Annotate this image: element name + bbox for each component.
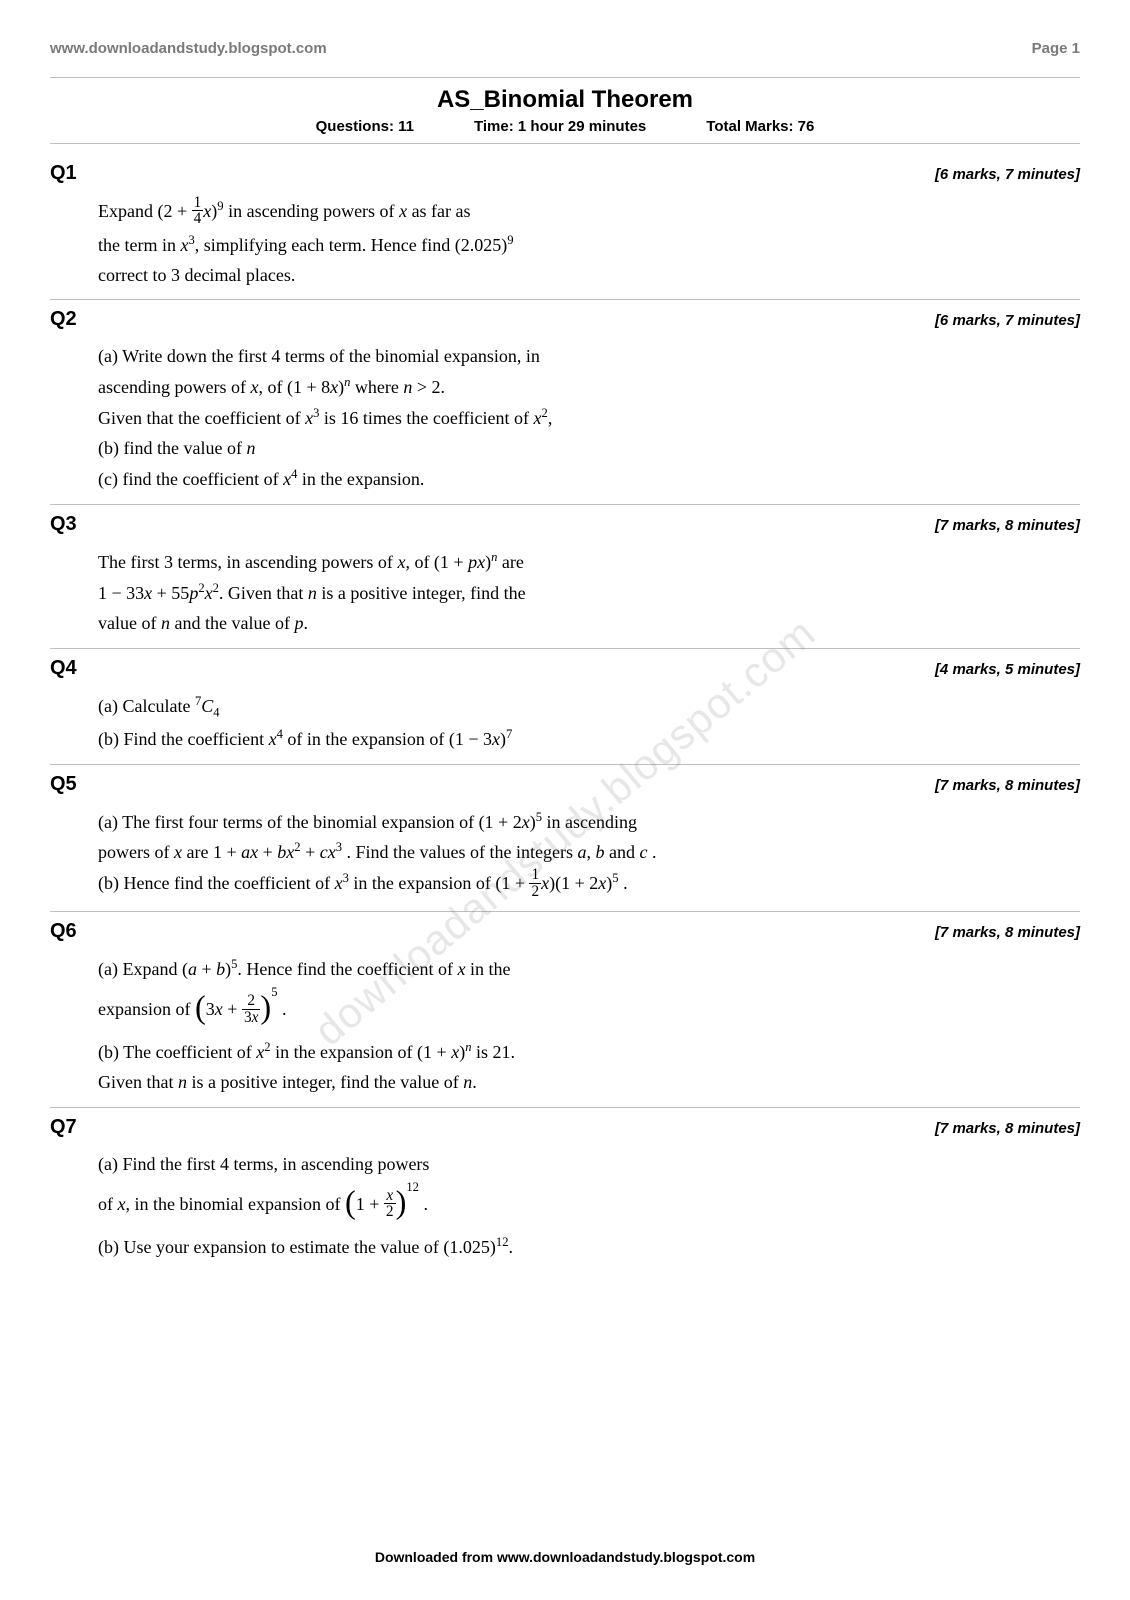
question-body: Expand (2 + 14x)9 in ascending powers of… (98, 197, 1080, 289)
question-body: (a) Calculate 7C4 (b) Find the coefficie… (98, 692, 1080, 754)
question-body: (a) The first four terms of the binomial… (98, 808, 1080, 901)
question-body: (a) Write down the first 4 terms of the … (98, 343, 1080, 493)
document-title: AS_Binomial Theorem (50, 86, 1080, 114)
question-body: (a) Expand (a + b)5. Hence find the coef… (98, 955, 1080, 1097)
question-number: Q2 (50, 308, 77, 331)
question-block: Q5 [7 marks, 8 minutes] (a) The first fo… (50, 764, 1080, 901)
question-block: Q7 [7 marks, 8 minutes] (a) Find the fir… (50, 1107, 1080, 1262)
question-body: (a) Find the first 4 terms, in ascending… (98, 1151, 1080, 1262)
question-marks: [6 marks, 7 minutes] (935, 166, 1080, 183)
page-footer: Downloaded from www.downloadandstudy.blo… (0, 1549, 1130, 1565)
question-number: Q5 (50, 773, 77, 796)
question-marks: [7 marks, 8 minutes] (935, 924, 1080, 941)
question-number: Q1 (50, 162, 77, 185)
meta-time: Time: 1 hour 29 minutes (474, 118, 646, 135)
question-number: Q3 (50, 513, 77, 536)
question-marks: [7 marks, 8 minutes] (935, 1120, 1080, 1137)
question-block: Q1 [6 marks, 7 minutes] Expand (2 + 14x)… (50, 154, 1080, 289)
question-number: Q4 (50, 657, 77, 680)
question-block: Q4 [4 marks, 5 minutes] (a) Calculate 7C… (50, 648, 1080, 754)
question-block: Q6 [7 marks, 8 minutes] (a) Expand (a + … (50, 911, 1080, 1097)
question-marks: [4 marks, 5 minutes] (935, 661, 1080, 678)
meta-questions: Questions: 11 (316, 118, 414, 135)
header-page-number: Page 1 (1032, 40, 1080, 57)
page-container: www.downloadandstudy.blogspot.com Page 1… (0, 0, 1130, 1304)
question-block: Q2 [6 marks, 7 minutes] (a) Write down t… (50, 299, 1080, 493)
question-number: Q7 (50, 1116, 77, 1139)
title-block: AS_Binomial Theorem (50, 86, 1080, 114)
question-marks: [7 marks, 8 minutes] (935, 517, 1080, 534)
question-number: Q6 (50, 920, 77, 943)
question-marks: [7 marks, 8 minutes] (935, 777, 1080, 794)
question-body: The first 3 terms, in ascending powers o… (98, 548, 1080, 638)
header-url: www.downloadandstudy.blogspot.com (50, 40, 327, 57)
question-marks: [6 marks, 7 minutes] (935, 312, 1080, 329)
page-header: www.downloadandstudy.blogspot.com Page 1 (50, 40, 1080, 77)
meta-row: Questions: 11 Time: 1 hour 29 minutes To… (50, 116, 1080, 144)
meta-total-marks: Total Marks: 76 (706, 118, 814, 135)
question-block: Q3 [7 marks, 8 minutes] The first 3 term… (50, 504, 1080, 638)
header-rule (50, 77, 1080, 78)
